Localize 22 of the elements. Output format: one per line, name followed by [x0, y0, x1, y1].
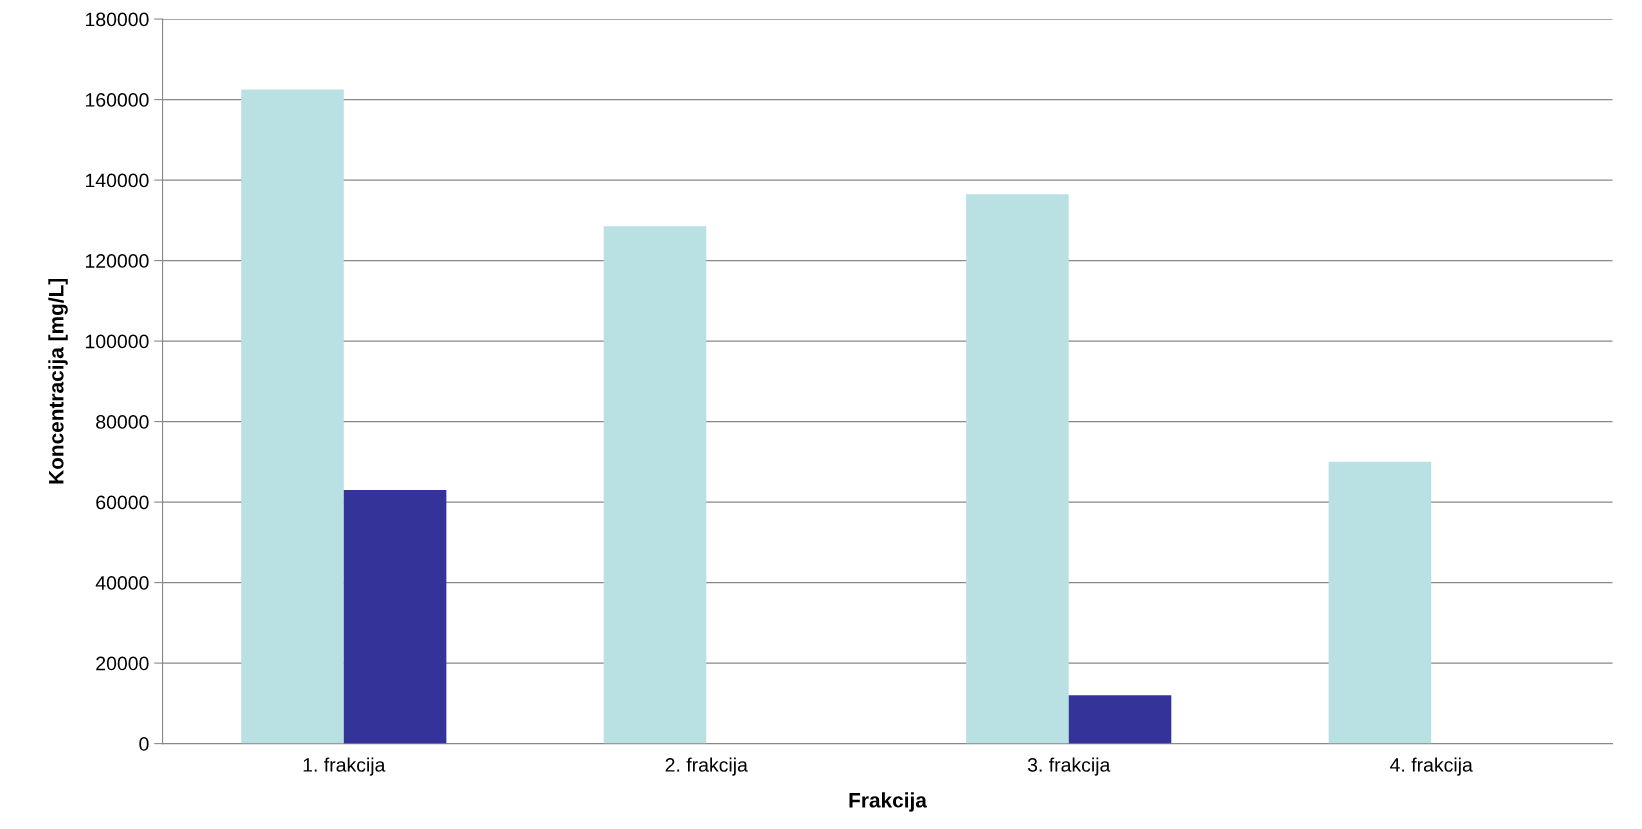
- x-tick-label: 1. frakcija: [303, 757, 386, 776]
- x-tick-label: 2. frakcija: [665, 757, 748, 776]
- x-tick-label: 3. frakcija: [1027, 757, 1111, 776]
- y-tick-label: 160000: [85, 93, 149, 107]
- bar: [603, 226, 707, 744]
- y-tick-label: 80000: [96, 415, 149, 429]
- bar: [966, 194, 1069, 744]
- y-tick-label: 20000: [96, 656, 149, 671]
- y-axis-title: Koncentracija [mg/L]: [48, 278, 68, 484]
- bar: [343, 490, 447, 744]
- y-tick-label: 100000: [85, 334, 149, 349]
- x-axis-title: Frakcija: [849, 792, 928, 812]
- y-tick-label: 40000: [95, 576, 149, 590]
- bar: [1068, 695, 1172, 744]
- y-tick-label: 0: [139, 737, 149, 751]
- x-tick-label: 4. frakcija: [1390, 757, 1473, 776]
- y-tick-label: 120000: [85, 254, 149, 268]
- bar: [1328, 461, 1432, 744]
- y-tick-label: 140000: [85, 173, 149, 188]
- bar: [241, 89, 344, 744]
- y-tick-label: 60000: [96, 495, 149, 510]
- y-tick-label: 180000: [85, 12, 149, 27]
